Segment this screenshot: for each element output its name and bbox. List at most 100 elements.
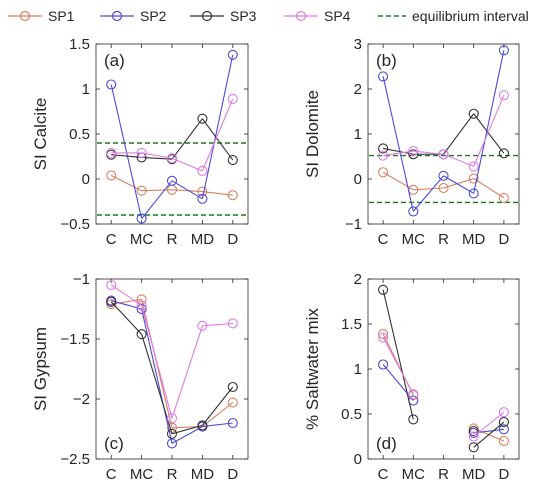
series-segment: [141, 308, 173, 444]
x-tick-label: C: [106, 466, 117, 483]
x-tick-label: MD: [462, 466, 485, 483]
plot-frame: [367, 278, 520, 460]
series-segment: [141, 156, 173, 160]
legend-label: equilibrium interval: [412, 8, 529, 24]
data-point: [197, 186, 208, 197]
data-point: [227, 417, 238, 429]
data-point: [378, 284, 389, 295]
data-point: [166, 175, 178, 186]
data-point: [468, 431, 479, 442]
data-point: [227, 190, 238, 201]
data-point: [166, 413, 178, 424]
legend-label: SP3: [230, 8, 257, 24]
series-segment: [443, 113, 475, 155]
series-segment: [202, 191, 233, 196]
series-segment: [141, 180, 173, 219]
y-tick-label: 2: [354, 81, 362, 98]
y-axis-label: % Saltwater mix: [303, 308, 322, 430]
data-point: [378, 332, 389, 343]
data-point: [378, 359, 389, 370]
y-tick-label: −1: [345, 216, 362, 233]
data-point: [197, 420, 208, 431]
series-segment: [171, 189, 203, 193]
legend-marker: [295, 10, 307, 22]
series-sp2: [106, 49, 238, 224]
x-tick-label: MC: [130, 466, 153, 483]
data-point: [136, 213, 147, 224]
data-point: [378, 167, 389, 178]
series-sp2: [378, 45, 509, 217]
series-segment: [473, 178, 505, 199]
x-tick-label: C: [378, 466, 389, 483]
x-tick-label: D: [498, 466, 509, 483]
y-tick-label: 1.5: [69, 36, 90, 53]
data-point: [468, 173, 479, 184]
series-segment: [110, 174, 142, 192]
x-tick-label: R: [167, 231, 178, 248]
x-tick-label: D: [227, 466, 238, 483]
data-point: [408, 414, 419, 425]
data-point: [197, 165, 208, 176]
panel-c: −2.5 −2 −1.5 −1 C MC R MD D SI Gypsum (c): [31, 271, 249, 483]
data-point: [378, 71, 389, 82]
data-point: [408, 149, 419, 160]
data-point: [468, 108, 479, 119]
panel-a: −0.5 0 0.5 1 1.5 C MC R MD D SI Calcite (a): [31, 36, 249, 248]
data-point: [166, 438, 178, 449]
series-segment: [473, 50, 505, 194]
series-segment: [202, 402, 234, 428]
data-point: [408, 389, 419, 400]
data-point: [408, 146, 419, 157]
y-tick-label: −1.5: [60, 331, 90, 348]
series-segment: [171, 180, 203, 200]
data-point: [498, 90, 509, 101]
series-sp1: [106, 170, 238, 201]
legend-marker: [201, 10, 213, 22]
data-point: [498, 192, 509, 203]
series-segment: [382, 76, 414, 212]
series-segment: [141, 305, 173, 419]
series-sp3: [378, 284, 509, 453]
y-tick-label: −1: [73, 271, 90, 288]
series-segment: [111, 300, 142, 310]
x-tick-label: R: [167, 466, 178, 483]
x-tick-label: MC: [402, 466, 425, 483]
data-point: [468, 161, 479, 172]
series-segment: [202, 422, 233, 428]
data-point: [136, 300, 147, 311]
series-segment: [443, 153, 474, 167]
data-point: [498, 148, 509, 159]
series-segment: [111, 154, 142, 158]
data-point: [468, 426, 479, 437]
legend-marker: [111, 10, 123, 22]
series-sp3: [106, 296, 238, 439]
panel-d: 0 0.5 1 1.5 2 C MC R MD D % Saltwater mix (d): [303, 271, 520, 483]
data-point: [408, 206, 419, 217]
data-point: [136, 147, 147, 158]
panel-label: (b): [376, 51, 397, 70]
data-point: [498, 435, 509, 447]
data-point: [227, 397, 238, 408]
series-segment: [473, 421, 505, 448]
data-point: [498, 417, 509, 428]
legend-label: SP4: [324, 8, 351, 24]
plot-frame: [367, 43, 520, 225]
y-tick-label: 2: [354, 271, 362, 288]
series-segment: [473, 95, 505, 167]
data-point: [438, 182, 449, 194]
series-segment: [171, 325, 203, 419]
legend-label: SP2: [140, 8, 167, 24]
data-point: [106, 147, 117, 158]
series-sp4: [378, 332, 509, 442]
series-sp3b: [468, 426, 479, 437]
y-tick-label: 0: [354, 451, 362, 468]
x-tick-label: D: [498, 231, 509, 248]
plot-frame: [95, 43, 249, 225]
x-tick-label: C: [106, 231, 117, 248]
x-tick-label: D: [227, 231, 238, 248]
y-tick-label: 0: [354, 171, 362, 188]
series-segment: [110, 301, 143, 335]
series-segment: [382, 337, 414, 395]
series-segment: [201, 386, 234, 426]
y-tick-label: 0: [82, 171, 90, 188]
